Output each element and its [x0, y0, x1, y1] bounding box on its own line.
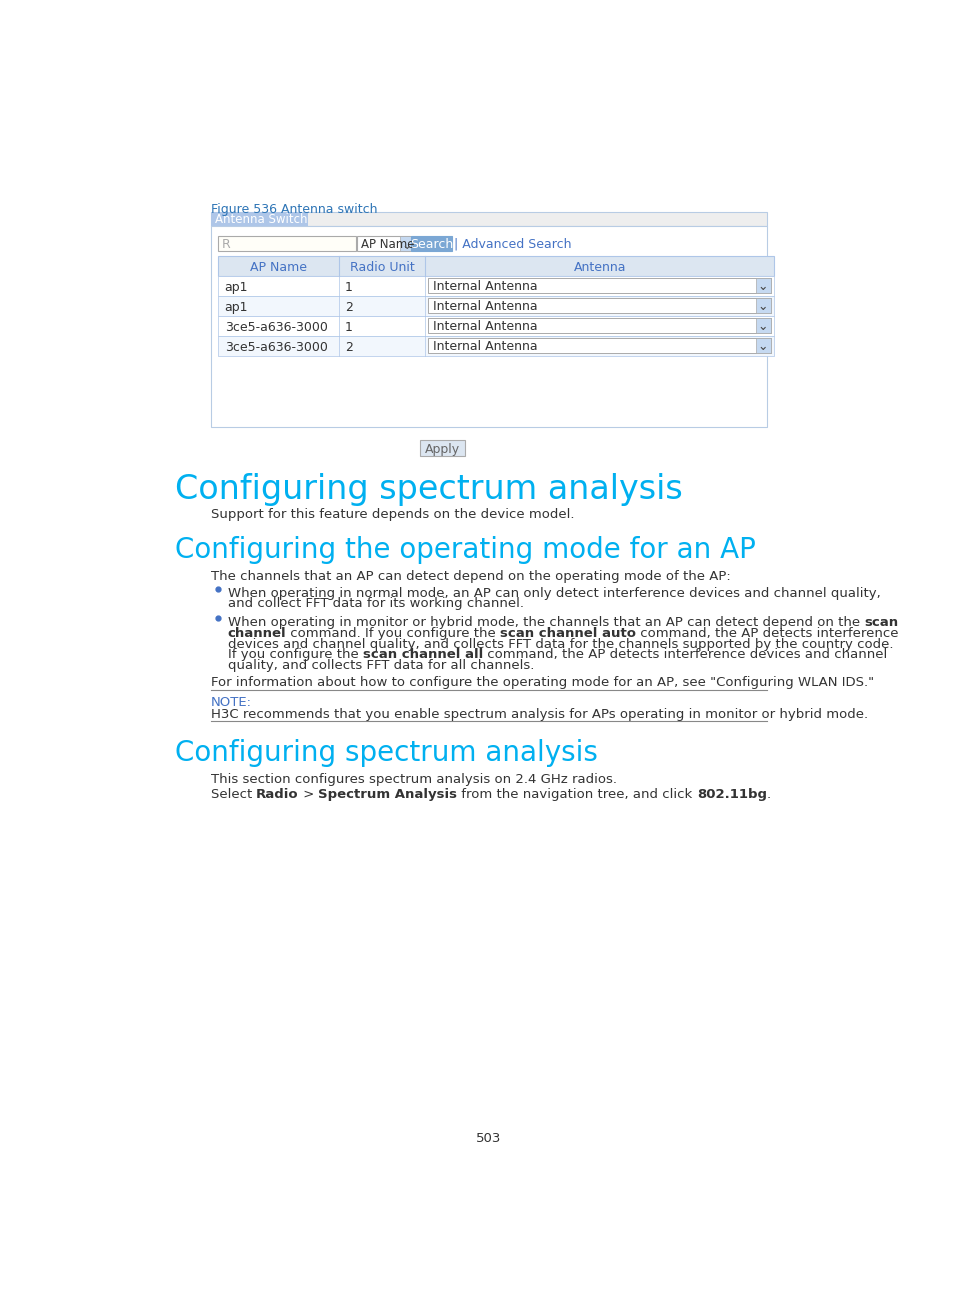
Text: command. If you configure the: command. If you configure the [286, 627, 500, 640]
Bar [218, 276, 773, 295]
Text: 2: 2 [344, 301, 353, 314]
Text: and collect FFT data for its working channel.: and collect FFT data for its working cha… [228, 597, 523, 610]
Text: ap1: ap1 [224, 281, 248, 294]
Bar [356, 236, 410, 251]
Text: Internal Antenna: Internal Antenna [433, 280, 537, 293]
Bar [755, 298, 770, 314]
Text: AP Name: AP Name [250, 260, 307, 273]
Text: 503: 503 [476, 1131, 501, 1144]
Text: Antenna: Antenna [573, 260, 625, 273]
Text: The channels that an AP can detect depend on the operating mode of the AP:: The channels that an AP can detect depen… [211, 570, 730, 583]
Text: 802.11bg: 802.11bg [697, 788, 766, 801]
Text: 3ce5-a636-3000: 3ce5-a636-3000 [224, 341, 327, 354]
Text: H3C recommends that you enable spectrum analysis for APs operating in monitor or: H3C recommends that you enable spectrum … [211, 709, 867, 722]
Text: This section configures spectrum analysis on 2.4 GHz radios.: This section configures spectrum analysi… [211, 772, 616, 787]
Text: When operating in normal mode, an AP can only detect interference devices and ch: When operating in normal mode, an AP can… [228, 587, 880, 600]
Bar [419, 441, 464, 456]
Text: If you configure the: If you configure the [228, 648, 362, 661]
Text: Spectrum Analysis: Spectrum Analysis [318, 788, 457, 801]
Text: Select: Select [211, 788, 256, 801]
Text: Configuring the operating mode for an AP: Configuring the operating mode for an AP [174, 537, 755, 564]
Text: ⌄: ⌄ [757, 341, 767, 354]
Text: When operating in monitor or hybrid mode, the channels that an AP can detect dep: When operating in monitor or hybrid mode… [228, 616, 863, 629]
Text: | Advanced Search: | Advanced Search [454, 238, 571, 251]
Text: Antenna Switch: Antenna Switch [215, 214, 308, 227]
Bar [428, 338, 770, 354]
Text: quality, and collects FFT data for all channels.: quality, and collects FFT data for all c… [228, 660, 534, 673]
Text: ⌄: ⌄ [757, 280, 767, 293]
Text: ap1: ap1 [224, 301, 248, 314]
Bar [218, 236, 356, 251]
Text: Internal Antenna: Internal Antenna [433, 320, 537, 333]
Text: Radio Unit: Radio Unit [349, 260, 414, 273]
Bar [428, 277, 770, 293]
Text: scan channel all: scan channel all [362, 648, 482, 661]
Bar [211, 213, 766, 227]
Text: Apply: Apply [424, 443, 459, 456]
Text: scan: scan [863, 616, 898, 629]
Text: Figure 536 Antenna switch: Figure 536 Antenna switch [211, 203, 376, 216]
Text: 1: 1 [344, 281, 353, 294]
Text: channel: channel [228, 627, 286, 640]
Text: NOTE:: NOTE: [211, 696, 252, 709]
Text: Configuring spectrum analysis: Configuring spectrum analysis [174, 473, 682, 505]
Text: ⌄: ⌄ [757, 301, 767, 314]
Bar [218, 336, 773, 355]
Text: Internal Antenna: Internal Antenna [433, 301, 537, 314]
Text: ⌄: ⌄ [401, 238, 412, 251]
Bar [755, 277, 770, 293]
Text: Support for this feature depends on the device model.: Support for this feature depends on the … [211, 508, 574, 521]
Text: command, the AP detects interference devices and channel: command, the AP detects interference dev… [482, 648, 886, 661]
Text: 2: 2 [344, 341, 353, 354]
Bar [211, 213, 307, 227]
Bar [211, 227, 766, 426]
Text: ⌄: ⌄ [757, 320, 767, 333]
Bar [399, 236, 410, 251]
Text: Search: Search [410, 238, 453, 251]
Text: command, the AP detects interference: command, the AP detects interference [636, 627, 898, 640]
Bar [755, 338, 770, 354]
Text: 1: 1 [344, 321, 353, 334]
Bar [218, 316, 773, 336]
Text: devices and channel quality, and collects FFT data for the channels supported by: devices and channel quality, and collect… [228, 638, 892, 651]
Text: scan channel auto: scan channel auto [500, 627, 636, 640]
Text: R: R [221, 238, 230, 251]
Text: Configuring spectrum analysis: Configuring spectrum analysis [174, 739, 598, 767]
Bar [428, 298, 770, 314]
Bar [411, 236, 452, 251]
Text: >: > [298, 788, 318, 801]
Bar [755, 318, 770, 333]
Bar [218, 295, 773, 316]
Text: For information about how to configure the operating mode for an AP, see "Config: For information about how to configure t… [211, 677, 873, 689]
Text: 3ce5-a636-3000: 3ce5-a636-3000 [224, 321, 327, 334]
Text: Internal Antenna: Internal Antenna [433, 341, 537, 354]
Text: from the navigation tree, and click: from the navigation tree, and click [457, 788, 697, 801]
Bar [428, 318, 770, 333]
Bar [218, 255, 773, 276]
Text: Radio: Radio [256, 788, 298, 801]
Text: .: . [766, 788, 770, 801]
Text: AP Name: AP Name [360, 238, 415, 251]
